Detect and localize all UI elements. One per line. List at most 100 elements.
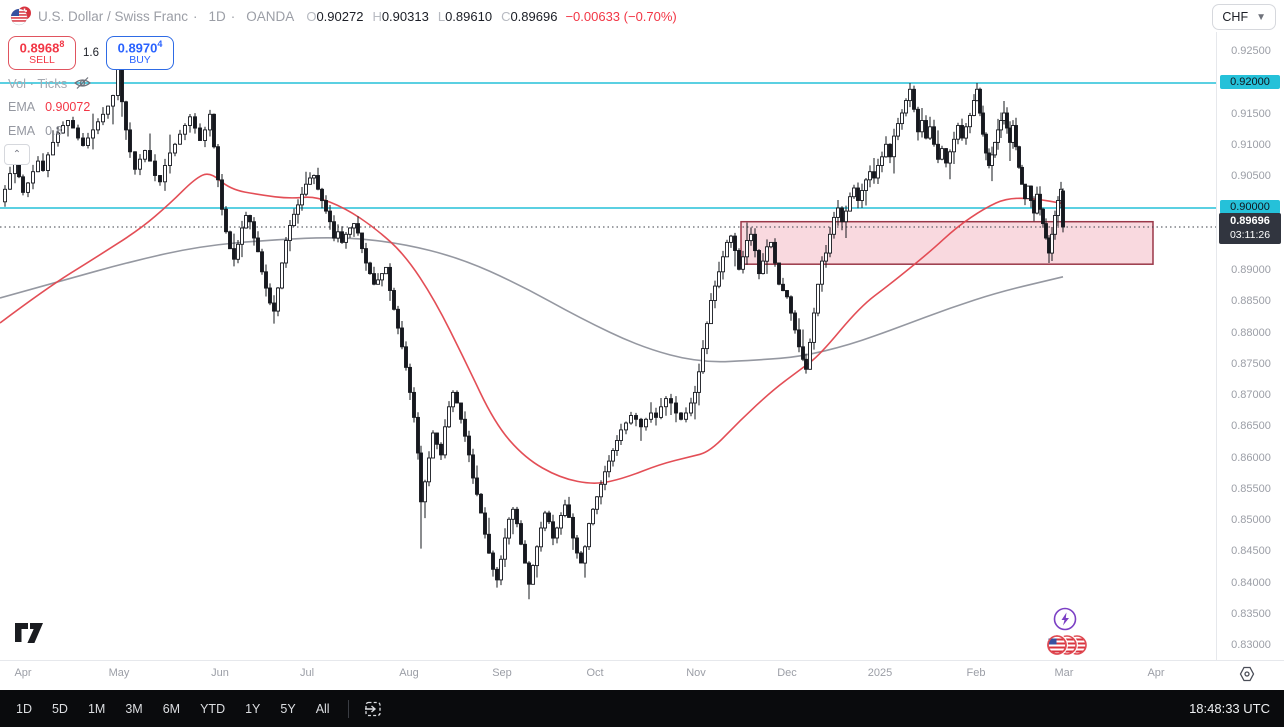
ema-fast-label[interactable]: EMA — [8, 100, 36, 114]
go-to-date-button[interactable] — [357, 698, 389, 720]
last-price: 0.89696 — [1230, 215, 1270, 227]
range-button-1d[interactable]: 1D — [16, 701, 32, 716]
price-tick: 0.84500 — [1231, 545, 1271, 558]
chevron-down-icon: ▼ — [1256, 11, 1266, 23]
time-tick: Mar — [1054, 667, 1074, 679]
indicator-legend: Vol · Ticks EMA 0.90072 EMA 0.8 — [8, 72, 92, 142]
usd-chf-pair-icon — [10, 6, 31, 26]
volume-indicator-label[interactable]: Vol · Ticks — [8, 75, 68, 91]
utc-clock[interactable]: 18:48:33 UTC — [1189, 701, 1270, 716]
time-tick: Feb — [966, 667, 986, 679]
price-tick-highlighted: 0.92000 — [1220, 74, 1280, 89]
price-tick: 0.91000 — [1231, 139, 1271, 151]
price-tick: 0.92500 — [1231, 45, 1271, 58]
range-button-6m[interactable]: 6M — [162, 701, 181, 716]
range-button-5d[interactable]: 5D — [51, 701, 68, 716]
economic-event-icon[interactable] — [1052, 606, 1078, 632]
price-tick: 0.89000 — [1231, 264, 1271, 276]
time-axis[interactable]: Apr May Jun Jul Aug Sep Oct Nov Dec 2025 Feb Mar Apr — [0, 660, 1284, 691]
ohlc-values: O0.90272 H0.90313 L0.89610 C0.89696 — [306, 9, 557, 24]
interval-label[interactable]: 1D — [208, 8, 226, 24]
axis-settings-icon[interactable] — [1238, 665, 1256, 683]
sell-button[interactable]: 0.89688 SELL — [8, 36, 76, 70]
ma-fast-line — [0, 173, 1064, 484]
price-change: −0.00633 (−0.70%) — [565, 8, 677, 24]
low-key: L — [437, 8, 446, 24]
buy-label: BUY — [129, 53, 151, 66]
candle-wicks — [4, 54, 1064, 600]
collapse-legend-button[interactable]: ⌃ — [4, 144, 30, 165]
price-tick: 0.83500 — [1231, 607, 1271, 620]
eye-off-icon[interactable] — [73, 76, 92, 90]
chart-canvas[interactable]: 0.89688 SELL 1.6 0.89704 BUY Vol · Ticks… — [0, 32, 1284, 660]
time-tick: Dec — [777, 667, 797, 679]
time-tick: Jul — [299, 667, 315, 679]
ema-fast-value: 0.90072 — [45, 100, 91, 114]
us-flag-events-icon[interactable] — [1046, 633, 1096, 657]
buy-price-sup: 4 — [157, 39, 163, 49]
open-value: 0.90272 — [316, 8, 364, 24]
ema-slow-value: 0.8 — [45, 124, 63, 138]
close-value: 0.89696 — [510, 8, 558, 24]
toolbar-divider — [347, 699, 349, 718]
buy-button[interactable]: 0.89704 BUY — [106, 36, 174, 70]
sell-price: 0.8968 — [19, 40, 60, 56]
time-tick: Sep — [492, 667, 512, 679]
time-tick: 2025 — [867, 667, 893, 679]
time-tick: Jun — [211, 667, 229, 679]
time-tick: Apr — [1147, 667, 1165, 679]
tradingview-logo[interactable] — [14, 622, 46, 649]
range-button-5y[interactable]: 5Y — [280, 701, 296, 716]
range-button-3m[interactable]: 3M — [125, 701, 143, 716]
exchange-label: OANDA — [246, 8, 295, 24]
event-markers — [1046, 606, 1096, 657]
ma-slow-line — [0, 237, 1064, 363]
price-tick: 0.87000 — [1231, 389, 1271, 401]
price-tick: 0.88500 — [1231, 295, 1271, 308]
supply-zone — [740, 220, 1154, 265]
trade-panel: 0.89688 SELL 1.6 0.89704 BUY — [8, 36, 174, 70]
high-value: 0.90313 — [381, 8, 429, 24]
bar-countdown: 03:11:26 — [1229, 228, 1271, 241]
currency-label: CHF — [1222, 10, 1249, 24]
buy-price: 0.8970 — [117, 40, 158, 56]
spread-value: 1.6 — [83, 47, 99, 59]
candlestick-chart[interactable] — [0, 32, 1216, 660]
bottom-toolbar: 1D 5D 1M 3M 6M YTD 1Y 5Y All 18:48:33 UTC — [0, 690, 1284, 727]
separator: · — [230, 8, 236, 24]
price-tick-highlighted: 0.90000 — [1220, 199, 1280, 214]
range-selector: 1D 5D 1M 3M 6M YTD 1Y 5Y All — [6, 697, 340, 721]
price-tick: 0.84000 — [1231, 576, 1271, 589]
price-tick: 0.88000 — [1231, 326, 1271, 339]
range-button-ytd[interactable]: YTD — [200, 701, 226, 716]
low-value: 0.89610 — [445, 8, 493, 24]
close-key: C — [501, 8, 511, 24]
open-key: O — [306, 8, 317, 24]
price-tick: 0.86000 — [1231, 451, 1271, 464]
symbol-title[interactable]: U.S. Dollar / Swiss Franc — [38, 8, 189, 24]
range-button-1m[interactable]: 1M — [87, 701, 106, 716]
high-key: H — [372, 8, 382, 24]
time-tick: Nov — [686, 667, 706, 679]
sell-price-sup: 8 — [59, 39, 65, 49]
time-tick: Apr — [14, 667, 32, 679]
ema-slow-label[interactable]: EMA — [8, 124, 36, 138]
price-tick: 0.90500 — [1231, 170, 1271, 183]
current-price-label: 0.89696 03:11:26 — [1219, 213, 1281, 244]
sell-label: SELL — [29, 53, 55, 66]
time-tick: Aug — [399, 667, 419, 679]
time-tick: Oct — [586, 667, 604, 679]
candle-bodies — [3, 65, 1065, 585]
price-axis[interactable]: 0.92500 0.92000 0.91500 0.91000 0.90500 0.900… — [1216, 32, 1284, 660]
currency-dropdown[interactable]: CHF ▼ — [1212, 4, 1276, 30]
price-tick: 0.86500 — [1231, 420, 1271, 433]
time-tick: May — [108, 667, 130, 679]
separator: · — [193, 8, 198, 24]
symbol-header: U.S. Dollar / Swiss Franc · 1D · OANDA O… — [0, 0, 1284, 32]
range-button-all[interactable]: All — [315, 701, 330, 716]
price-tick: 0.91500 — [1231, 107, 1271, 120]
price-tick: 0.85500 — [1231, 482, 1271, 495]
price-tick: 0.83000 — [1231, 639, 1271, 651]
range-button-1y[interactable]: 1Y — [245, 701, 261, 716]
price-tick: 0.87500 — [1231, 357, 1271, 370]
